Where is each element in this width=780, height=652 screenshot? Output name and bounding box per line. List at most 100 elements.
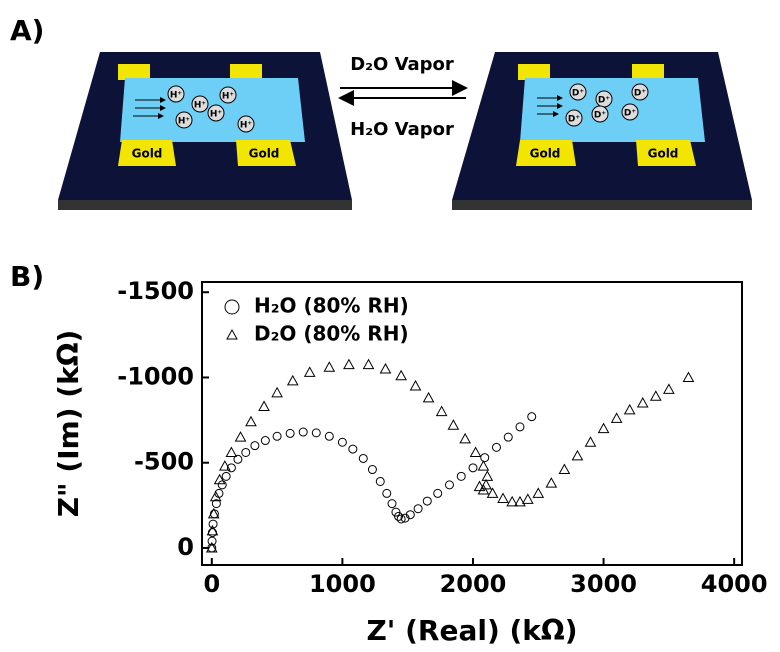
data-point (528, 413, 536, 421)
data-point (383, 489, 391, 497)
y-axis-label: Z" (Im) (kΩ) (52, 330, 85, 518)
data-point (359, 454, 367, 462)
data-point (305, 367, 315, 376)
arrow-label: H₂O Vapor (350, 119, 454, 140)
y-tick-label: -500 (134, 448, 194, 476)
data-point (251, 442, 259, 450)
data-point (376, 477, 384, 485)
data-point (208, 529, 216, 537)
data-point (504, 433, 512, 441)
data-point (498, 494, 508, 503)
data-point (516, 423, 524, 431)
data-point (612, 413, 622, 422)
data-point (388, 500, 396, 508)
x-tick-label: 2000 (440, 570, 507, 598)
y-tick-label: -1000 (117, 362, 194, 390)
pad-label: Gold (249, 147, 280, 161)
data-point (488, 488, 498, 497)
panel-label: A) (10, 14, 44, 47)
data-point (236, 432, 246, 441)
data-point (259, 401, 269, 410)
data-point (546, 478, 556, 487)
ion-label: H⁺ (240, 121, 253, 131)
data-point (638, 398, 648, 407)
ion-label: D⁺ (598, 96, 610, 106)
data-point (312, 429, 320, 437)
data-point (368, 466, 376, 474)
figure: A) B) Gold Gold Gold Gold D₂O Vapor H₂O … (0, 0, 780, 652)
data-point (434, 489, 442, 497)
data-point (445, 481, 453, 489)
data-point (364, 360, 374, 369)
data-point (338, 438, 346, 446)
pad-label: Gold (132, 147, 163, 161)
data-point (559, 465, 569, 474)
data-point (218, 481, 226, 489)
data-point (411, 381, 421, 390)
ion-label: D⁺ (634, 89, 646, 99)
data-point (344, 360, 354, 369)
data-point (492, 443, 500, 451)
data-point (423, 497, 431, 505)
legend-marker (225, 300, 239, 314)
data-point (273, 432, 281, 440)
data-point (471, 447, 481, 456)
ion-label: H⁺ (222, 92, 235, 102)
y-tick-label: -1500 (117, 277, 194, 305)
data-point (261, 437, 269, 445)
ion-label: H⁺ (194, 101, 207, 111)
data-point (533, 488, 543, 497)
panel-label: B) (10, 260, 44, 293)
data-point (226, 447, 236, 456)
y-tick-label: 0 (177, 533, 194, 561)
ion-label: H⁺ (170, 91, 183, 101)
data-point (286, 429, 294, 437)
data-point (478, 461, 488, 470)
ion-label: D⁺ (568, 115, 580, 125)
data-point (437, 407, 447, 416)
ion-label: H⁺ (210, 110, 223, 120)
ion-label: D⁺ (594, 111, 606, 121)
data-point (414, 505, 422, 513)
pad-label: Gold (648, 147, 679, 161)
data-point (448, 420, 458, 429)
data-point (380, 364, 390, 373)
pad-label: Gold (530, 147, 561, 161)
device-left: Gold Gold (58, 52, 352, 210)
legend-label: D₂O (80% RH) (254, 322, 409, 346)
x-tick-label: 0 (203, 570, 220, 598)
ion-label: D⁺ (572, 89, 584, 99)
data-point (299, 428, 307, 436)
x-tick-label: 3000 (570, 570, 637, 598)
data-point (324, 362, 334, 371)
data-point (683, 372, 693, 381)
data-point (396, 371, 406, 380)
data-point (572, 451, 582, 460)
data-point (222, 472, 230, 480)
data-point (325, 432, 333, 440)
device-right: Gold Gold (452, 52, 752, 210)
data-point (523, 494, 533, 503)
x-tick-label: 4000 (701, 570, 768, 598)
data-point (664, 384, 674, 393)
ion-label: D⁺ (624, 109, 636, 119)
ion-label: H⁺ (178, 117, 191, 127)
data-point (469, 464, 477, 472)
legend-label: H₂O (80% RH) (254, 294, 409, 318)
data-point (349, 445, 357, 453)
data-point (272, 388, 282, 397)
data-point (424, 393, 434, 402)
x-axis-label: Z' (Real) (kΩ) (366, 614, 577, 647)
data-point (625, 405, 635, 414)
data-point (242, 448, 250, 456)
data-point (460, 434, 470, 443)
data-point (651, 391, 661, 400)
x-tick-label: 1000 (309, 570, 376, 598)
data-point (481, 454, 489, 462)
arrow-label: D₂O Vapor (350, 54, 454, 75)
data-point (599, 424, 609, 433)
data-point (246, 417, 256, 426)
data-point (288, 376, 298, 385)
data-point (586, 437, 596, 446)
data-point (457, 472, 465, 480)
